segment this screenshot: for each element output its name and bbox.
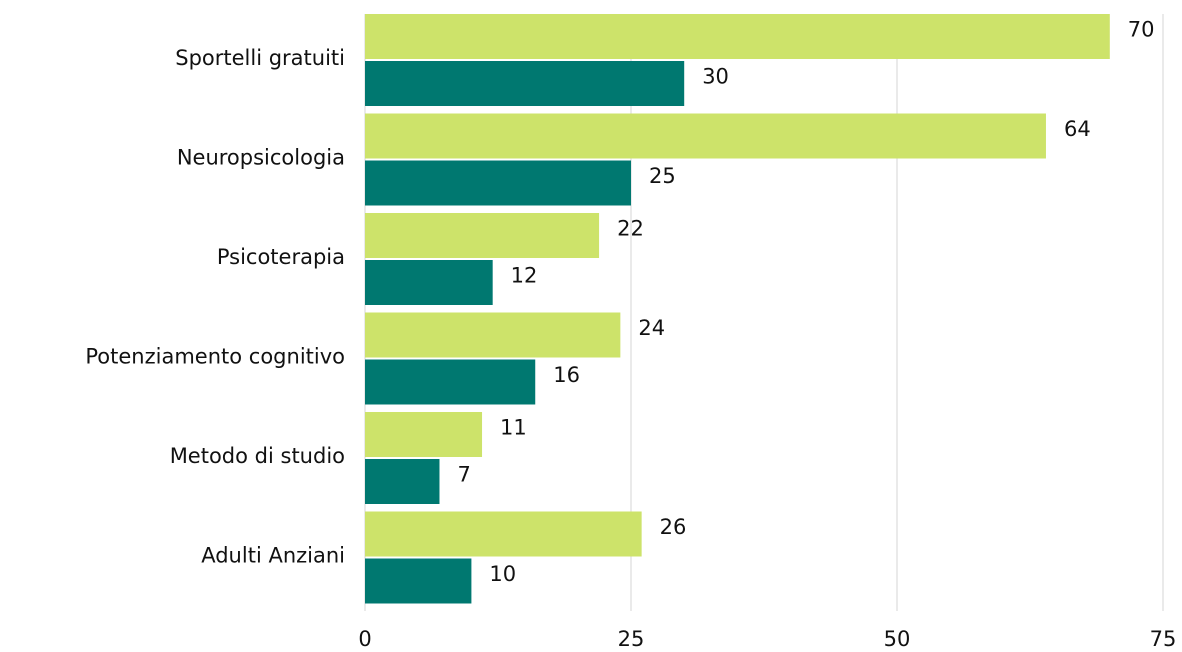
value-label: 64 (1064, 117, 1091, 141)
bar (365, 412, 483, 457)
x-tick-label: 0 (358, 627, 371, 651)
value-label: 26 (660, 515, 687, 539)
bar (365, 459, 440, 504)
bar (365, 359, 536, 405)
category-label: Neuropsicologia (177, 146, 345, 170)
category-label: Adulti Anziani (201, 544, 345, 568)
bar (365, 113, 1046, 159)
category-label: Psicoterapia (217, 245, 345, 269)
value-label: 12 (511, 264, 538, 288)
value-label: 30 (702, 65, 729, 89)
bar (365, 558, 472, 604)
category-label: Sportelli gratuiti (175, 46, 345, 70)
bar (365, 213, 600, 258)
category-label: Metodo di studio (170, 444, 345, 468)
bar (365, 61, 685, 106)
value-label: 7 (457, 463, 470, 487)
value-label: 24 (638, 316, 665, 340)
x-tick-label: 75 (1150, 627, 1177, 651)
value-label: 11 (500, 416, 527, 440)
bar (365, 14, 1110, 59)
bar (365, 160, 631, 206)
bar (365, 312, 621, 358)
value-label: 70 (1128, 18, 1155, 42)
category-label: Potenziamento cognitivo (85, 345, 345, 369)
value-label: 25 (649, 164, 676, 188)
value-label: 16 (553, 363, 580, 387)
x-tick-label: 50 (884, 627, 911, 651)
value-label: 10 (489, 562, 516, 586)
value-label: 22 (617, 217, 644, 241)
x-tick-label: 25 (618, 627, 645, 651)
bar (365, 260, 493, 305)
bar (365, 511, 642, 557)
